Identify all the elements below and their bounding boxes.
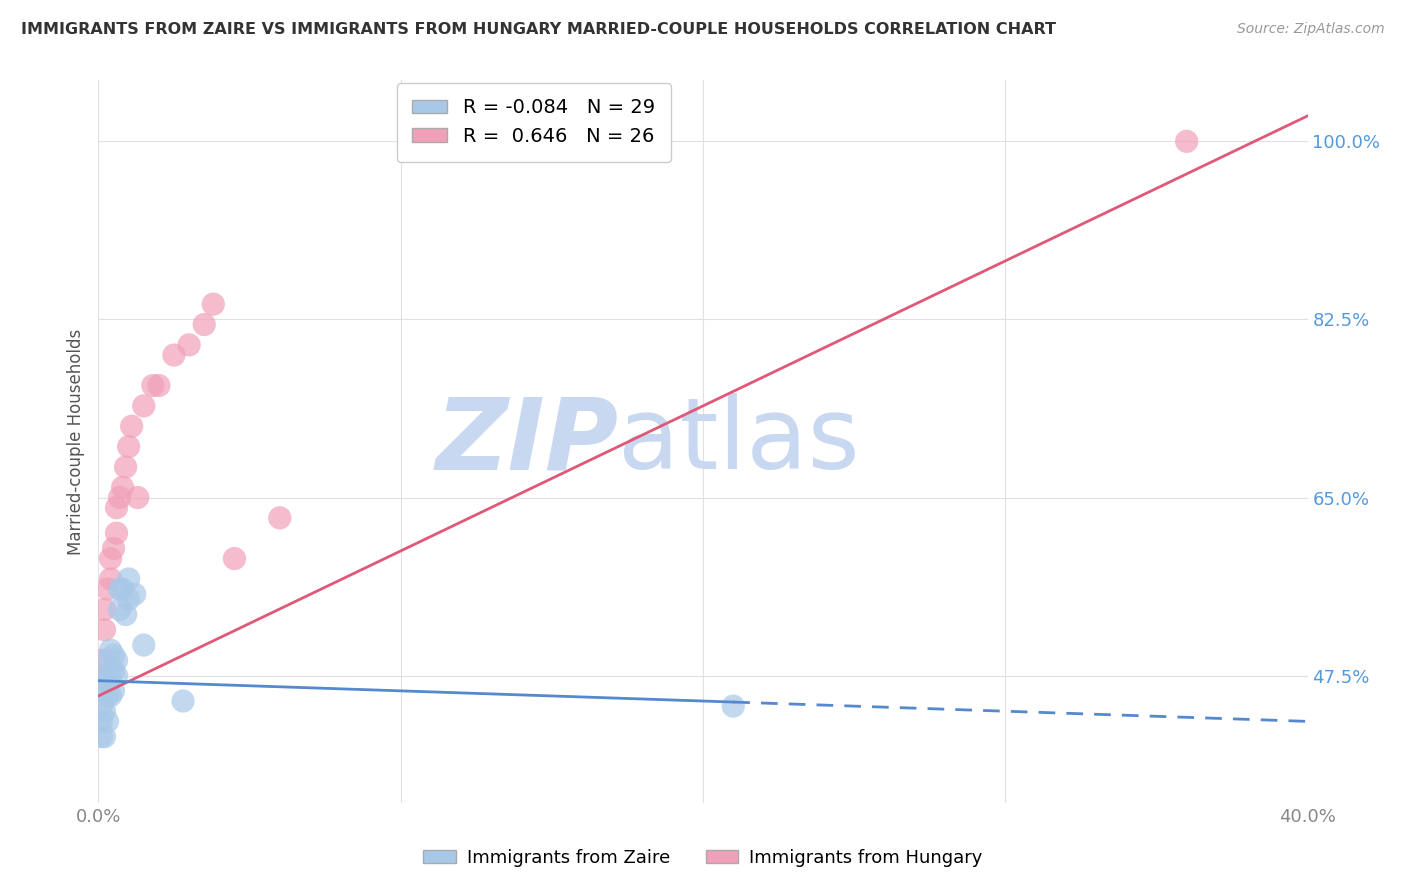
Point — [90, 730, 112, 744]
Point — [105, 526, 128, 541]
Point — [148, 378, 170, 392]
Point — [96, 582, 118, 596]
Point — [118, 592, 141, 607]
Point — [172, 694, 194, 708]
Text: Source: ZipAtlas.com: Source: ZipAtlas.com — [1237, 22, 1385, 37]
Point — [100, 551, 122, 566]
Point — [179, 338, 201, 352]
Point — [114, 460, 136, 475]
Point — [111, 582, 134, 596]
Point — [93, 602, 115, 616]
Text: IMMIGRANTS FROM ZAIRE VS IMMIGRANTS FROM HUNGARY MARRIED-COUPLE HOUSEHOLDS CORRE: IMMIGRANTS FROM ZAIRE VS IMMIGRANTS FROM… — [21, 22, 1056, 37]
Point — [96, 689, 118, 703]
Text: ZIP: ZIP — [436, 393, 619, 490]
Point — [96, 653, 118, 667]
Point — [96, 673, 118, 688]
Point — [103, 648, 125, 663]
Point — [111, 480, 134, 494]
Point — [93, 704, 115, 718]
Point — [105, 668, 128, 682]
Point — [90, 714, 112, 729]
Point — [108, 602, 131, 616]
Point — [105, 500, 128, 515]
Point — [93, 684, 115, 698]
Point — [103, 664, 125, 678]
Point — [118, 572, 141, 586]
Point — [108, 582, 131, 596]
Point — [114, 607, 136, 622]
Point — [163, 348, 186, 362]
Point — [132, 638, 155, 652]
Text: atlas: atlas — [619, 393, 860, 490]
Point — [96, 714, 118, 729]
Point — [93, 668, 115, 682]
Point — [103, 684, 125, 698]
Point — [103, 541, 125, 556]
Point — [224, 551, 246, 566]
Point — [90, 699, 112, 714]
Point — [723, 699, 745, 714]
Point — [90, 673, 112, 688]
Point — [269, 511, 291, 525]
Point — [100, 643, 122, 657]
Point — [127, 491, 149, 505]
Point — [132, 399, 155, 413]
Point — [100, 673, 122, 688]
Point — [108, 491, 131, 505]
Point — [118, 440, 141, 454]
Point — [93, 623, 115, 637]
Point — [1175, 134, 1198, 148]
Legend: R = -0.084   N = 29, R =  0.646   N = 26: R = -0.084 N = 29, R = 0.646 N = 26 — [396, 83, 671, 161]
Point — [93, 730, 115, 744]
Point — [121, 419, 143, 434]
Point — [124, 587, 146, 601]
Point — [193, 318, 215, 332]
Point — [105, 653, 128, 667]
Point — [142, 378, 165, 392]
Legend: Immigrants from Zaire, Immigrants from Hungary: Immigrants from Zaire, Immigrants from H… — [416, 842, 990, 874]
Point — [100, 572, 122, 586]
Point — [100, 689, 122, 703]
Point — [90, 653, 112, 667]
Point — [202, 297, 225, 311]
Y-axis label: Married-couple Households: Married-couple Households — [66, 328, 84, 555]
